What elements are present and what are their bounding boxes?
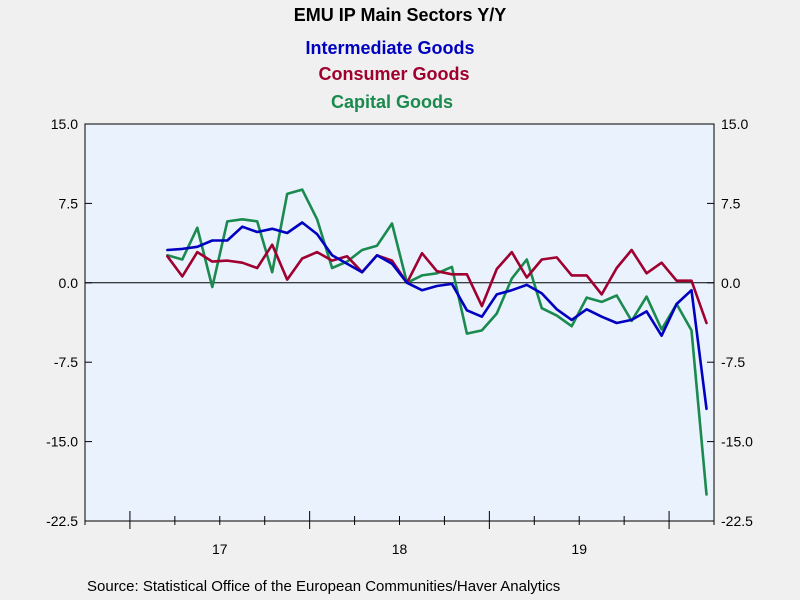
y-axis-right: 15.0 7.5 0.0 -7.5 -15.0 -22.5: [707, 116, 753, 529]
y-tick-label-right: -22.5: [721, 513, 753, 529]
y-tick-label-left: -15.0: [46, 434, 78, 450]
y-tick-label-right: -7.5: [721, 354, 745, 370]
plot-area: [84, 123, 715, 522]
x-year-label: 17: [212, 541, 228, 557]
y-tick-label-right: 15.0: [721, 116, 748, 132]
y-tick-label-left: 7.5: [59, 195, 79, 211]
x-year-label: 19: [571, 541, 587, 557]
chart-title: EMU IP Main Sectors Y/Y: [294, 5, 506, 25]
y-axis-left: 15.0 7.5 0.0 -7.5 -15.0 -22.5: [46, 116, 92, 529]
y-tick-label-left: 15.0: [51, 116, 78, 132]
x-axis: 17 18 19: [84, 511, 715, 557]
series-line-intermediate-goods: [166, 221, 708, 411]
y-tick-label-left: -22.5: [46, 513, 78, 529]
series-line-capital-goods: [166, 188, 708, 496]
legend-consumer-goods: Consumer Goods: [318, 64, 469, 84]
y-tick-label-right: 0.0: [721, 275, 741, 291]
x-year-label: 18: [392, 541, 408, 557]
y-tick-label-left: -7.5: [54, 354, 78, 370]
y-tick-label-left: 0.0: [59, 275, 79, 291]
legend-capital-goods: Capital Goods: [331, 92, 453, 112]
legend-intermediate-goods: Intermediate Goods: [305, 38, 474, 58]
series-group: [166, 188, 708, 496]
y-tick-label-right: 7.5: [721, 195, 741, 211]
y-tick-label-right: -15.0: [721, 434, 753, 450]
source-note: Source: Statistical Office of the Europe…: [87, 578, 560, 595]
series-line-consumer-goods: [166, 243, 708, 325]
